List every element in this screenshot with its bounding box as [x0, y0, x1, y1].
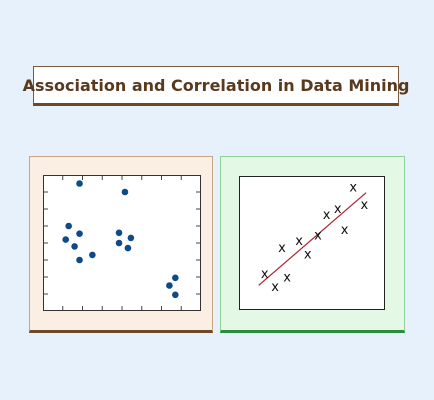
x-marker: x — [341, 223, 349, 238]
x-marker: x — [323, 208, 331, 223]
x-marker: x — [334, 202, 342, 217]
data-point — [127, 234, 135, 242]
x-marker: x — [361, 198, 369, 213]
x-marker: x — [349, 181, 357, 196]
data-point — [76, 180, 83, 187]
x-marker: x — [271, 280, 279, 295]
data-point — [71, 243, 78, 250]
x-marker: x — [261, 267, 269, 282]
left-panel — [29, 156, 213, 333]
plot-frame — [239, 176, 385, 310]
uncorrelated-scatter-plot — [43, 175, 201, 311]
data-point — [65, 222, 72, 230]
data-point — [89, 251, 96, 259]
axis-ticks — [44, 176, 200, 310]
data-point — [166, 282, 173, 289]
data-point — [115, 239, 123, 247]
x-marker: x — [295, 234, 303, 249]
data-point — [76, 256, 83, 264]
x-marker: x — [283, 270, 291, 285]
data-point — [124, 244, 132, 252]
data-point — [172, 291, 179, 299]
x-marker: x — [278, 241, 286, 256]
data-point — [76, 230, 83, 237]
data-points — [62, 180, 179, 299]
trend-line — [258, 192, 367, 286]
diagram-title: Association and Correlation in Data Mini… — [22, 75, 410, 95]
x-marker: x — [314, 229, 322, 244]
title-box: Association and Correlation in Data Mini… — [23, 66, 409, 106]
x-marker: x — [304, 248, 312, 263]
data-point — [172, 274, 179, 282]
data-point — [62, 236, 70, 243]
data-point — [115, 229, 123, 237]
data-point — [121, 188, 129, 196]
